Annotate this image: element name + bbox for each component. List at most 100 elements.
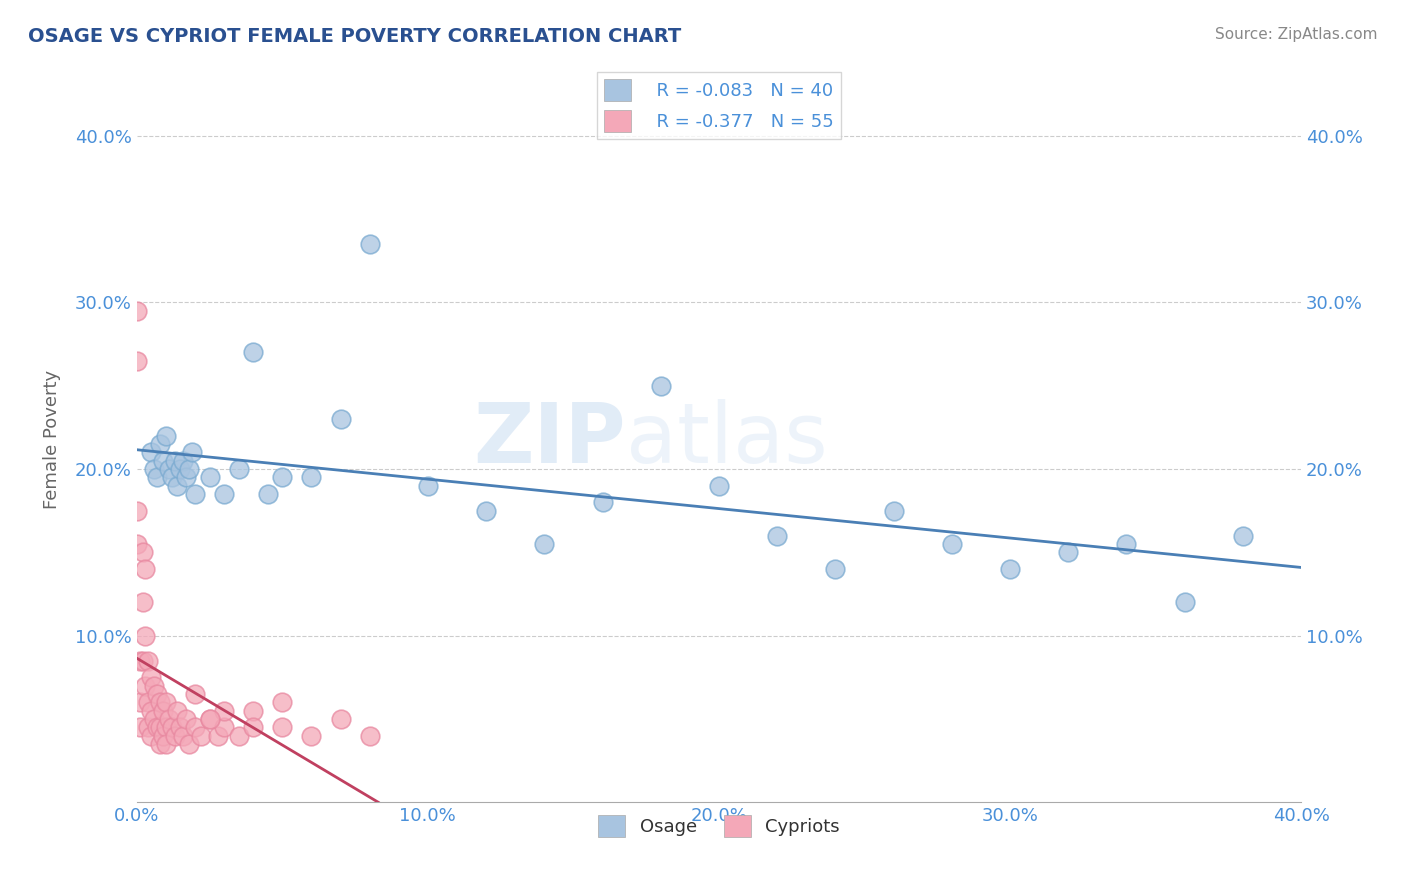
Point [149,695,172,709]
Point [416,478,439,492]
Point [128,695,150,709]
Point [198,712,221,726]
Point [172,453,194,467]
Point [125,303,148,318]
Point [128,654,150,668]
Point [131,654,153,668]
Point [143,712,166,726]
Point [242,704,264,718]
Point [475,504,498,518]
Point [174,712,197,726]
Point [169,720,191,734]
Point [152,729,174,743]
Point [125,353,148,368]
Point [271,695,294,709]
Point [242,345,264,359]
Point [299,470,322,484]
Point [299,729,322,743]
Point [359,729,381,743]
Point [184,720,207,734]
Point [141,704,163,718]
Point [1232,529,1254,543]
Point [141,729,163,743]
Point [157,712,180,726]
Point [149,737,172,751]
Point [134,629,156,643]
Point [166,704,188,718]
Point [125,537,148,551]
Point [181,445,204,459]
Point [184,687,207,701]
Point [1115,537,1137,551]
Point [650,378,672,392]
Point [146,687,169,701]
Point [174,470,197,484]
Point [592,495,614,509]
Text: Source: ZipAtlas.com: Source: ZipAtlas.com [1215,27,1378,42]
Point [143,462,166,476]
Point [128,720,150,734]
Point [138,654,160,668]
Point [134,562,156,576]
Point [1174,595,1197,609]
Point [155,695,177,709]
Point [169,462,191,476]
Point [359,237,381,252]
Point [163,729,186,743]
Point [533,537,555,551]
Text: ZIP: ZIP [474,400,626,481]
Point [190,729,212,743]
Point [149,437,172,451]
Point [166,478,188,492]
Point [160,470,183,484]
Point [198,470,221,484]
Point [212,720,235,734]
Point [228,462,250,476]
Point [141,670,163,684]
Point [824,562,846,576]
Text: OSAGE VS CYPRIOT FEMALE POVERTY CORRELATION CHART: OSAGE VS CYPRIOT FEMALE POVERTY CORRELAT… [28,27,682,45]
Point [146,720,169,734]
Point [707,478,730,492]
Point [146,470,169,484]
Point [998,562,1021,576]
Point [329,412,352,426]
Point [883,504,905,518]
Point [1057,545,1080,559]
Point [271,470,294,484]
Point [184,487,207,501]
Point [152,704,174,718]
Text: atlas: atlas [626,400,828,481]
Y-axis label: Female Poverty: Female Poverty [44,370,60,509]
Point [766,529,789,543]
Point [228,729,250,743]
Point [242,720,264,734]
Point [941,537,963,551]
Point [256,487,278,501]
Point [271,720,294,734]
Point [149,720,172,734]
Point [152,453,174,467]
Point [212,704,235,718]
Point [131,545,153,559]
Point [198,712,221,726]
Point [172,729,194,743]
Point [134,679,156,693]
Point [157,462,180,476]
Point [155,428,177,442]
Point [155,720,177,734]
Point [329,712,352,726]
Point [125,504,148,518]
Legend: Osage, Cypriots: Osage, Cypriots [591,807,846,844]
Point [163,453,186,467]
Point [160,720,183,734]
Point [141,445,163,459]
Point [179,462,201,476]
Point [207,729,229,743]
Point [155,737,177,751]
Point [138,695,160,709]
Point [138,720,160,734]
Point [131,595,153,609]
Point [212,487,235,501]
Point [143,679,166,693]
